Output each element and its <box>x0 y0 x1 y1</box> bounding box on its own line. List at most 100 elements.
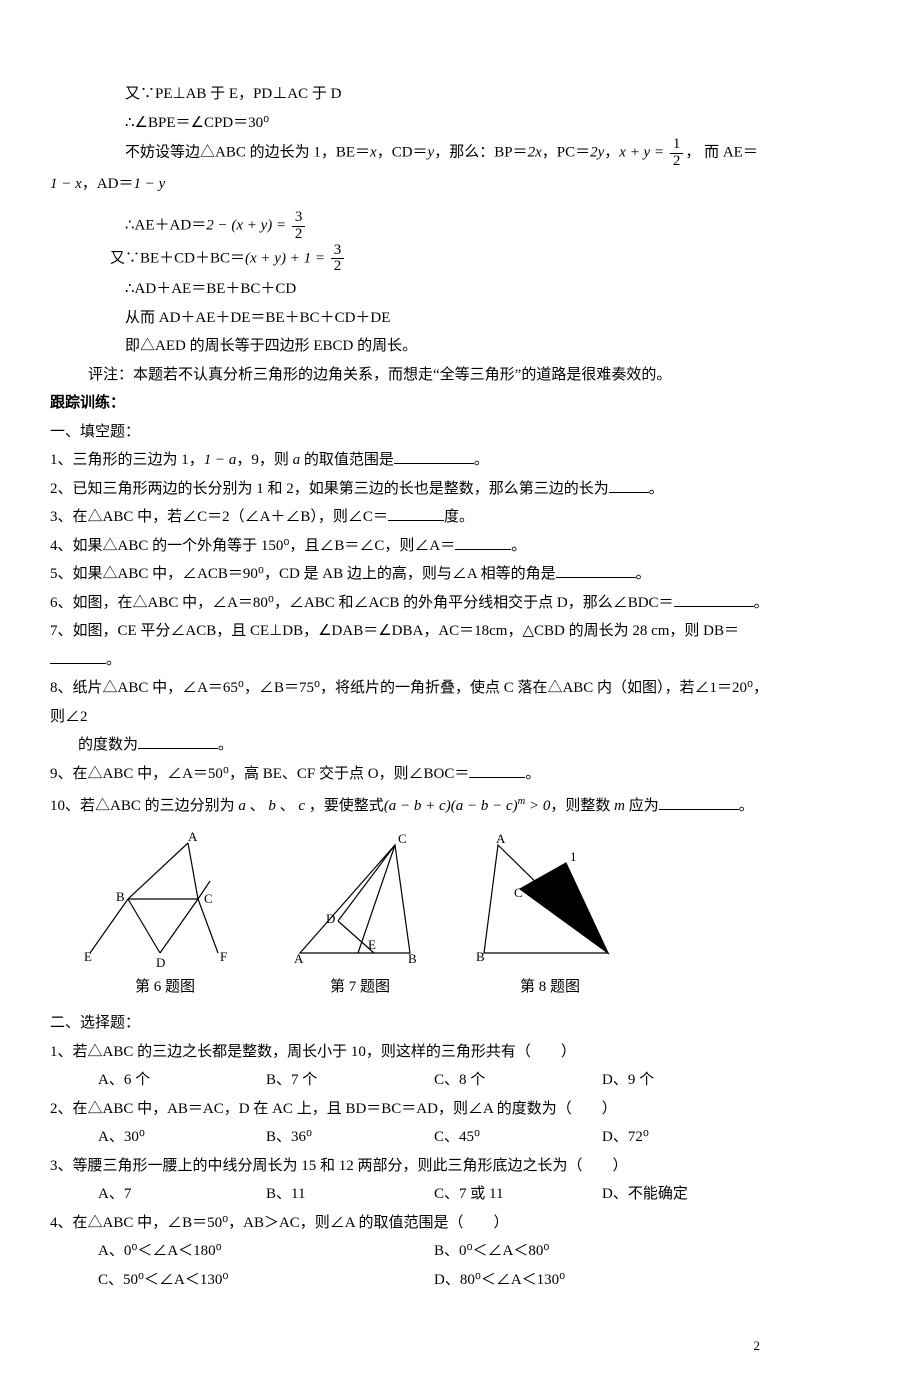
blank <box>394 448 474 464</box>
text: 8、纸片△ABC 中，∠A＝65⁰，∠B＝75⁰，将纸片的一角折叠，使点 C 落… <box>50 680 768 725</box>
math-expr: 2y <box>590 145 604 161</box>
math-expr: 2x <box>528 145 542 161</box>
text: ， <box>604 145 619 161</box>
svg-text:C: C <box>514 885 523 900</box>
question: 1、三角形的三边为 1，1 − a，9，则 a 的取值范围是。 <box>50 446 770 475</box>
proof-line: 1 − x，AD＝1 − y <box>50 170 770 199</box>
choice-d: D、9 个 <box>602 1066 770 1095</box>
question: 10、若△ABC 的三边分别为 a 、 b 、 c ，要使整式(a − b + … <box>50 792 770 821</box>
proof-line: 又∵PE⊥AB 于 E，PD⊥AC 于 D <box>50 80 770 109</box>
blank <box>469 762 525 778</box>
proof-line: 从而 AD＋AE＋DE＝BE＋BC＋CD＋DE <box>50 304 770 333</box>
question: 2、已知三角形两边的长分别为 1 和 2，如果第三边的长也是整数，那么第三边的长… <box>50 475 770 504</box>
svg-text:A: A <box>496 831 506 846</box>
text: 的取值范围是 <box>304 452 394 468</box>
blank <box>674 591 754 607</box>
proof-note: 评注：本题若不认真分析三角形的边角关系，而想走“全等三角形”的道路是很难奏效的。 <box>50 361 770 390</box>
text: 5、如果△ABC 中，∠ACB＝90⁰，CD 是 AB 边上的高，则与∠A 相等… <box>50 566 556 582</box>
svg-text:2: 2 <box>588 939 595 954</box>
text: 2、已知三角形两边的长分别为 1 和 2，如果第三边的长也是整数，那么第三边的长… <box>50 481 609 497</box>
svg-text:F: F <box>220 949 227 964</box>
choice-c: C、8 个 <box>434 1066 602 1095</box>
choice-a: A、30⁰ <box>98 1123 266 1152</box>
text: 。 <box>525 766 540 782</box>
choices: A、0⁰＜∠A＜180⁰ B、0⁰＜∠A＜80⁰ C、50⁰＜∠A＜130⁰ D… <box>50 1237 770 1294</box>
fraction: 12 <box>670 137 684 170</box>
text: 度。 <box>444 509 474 525</box>
text: ，AD＝ <box>82 176 134 192</box>
svg-text:1: 1 <box>570 849 577 864</box>
question: 4、如果△ABC 的一个外角等于 150⁰，且∠B＝∠C，则∠A＝。 <box>50 532 770 561</box>
text: 10、若△ABC 的三边分别为 <box>50 798 235 814</box>
question: 6、如图，在△ABC 中，∠A＝80⁰，∠ABC 和∠ACB 的外角平分线相交于… <box>50 589 770 618</box>
math-var: b <box>265 798 280 814</box>
choice-b: B、0⁰＜∠A＜80⁰ <box>434 1237 770 1266</box>
page-number: 2 <box>50 1334 770 1359</box>
math-expr: (a − b + c)(a − b − c)m > 0 <box>384 798 551 814</box>
blank <box>455 534 511 550</box>
math-var: a <box>289 452 304 468</box>
question: 7、如图，CE 平分∠ACB，且 CE⊥DB，∠DAB＝∠DBA，AC＝18cm… <box>50 617 770 674</box>
figure-7: A B C D E 第 7 题图 <box>280 831 440 1002</box>
fraction: 32 <box>331 243 345 276</box>
question: 5、如果△ABC 中，∠ACB＝90⁰，CD 是 AB 边上的高，则与∠A 相等… <box>50 560 770 589</box>
text: ， 而 AE＝ <box>685 145 758 161</box>
question: 9、在△ABC 中，∠A＝50⁰，高 BE、CF 交于点 O，则∠BOC＝ 。 <box>50 760 770 789</box>
text: 。 <box>754 595 769 611</box>
question: 4、在△ABC 中，∠B＝50⁰，AB＞AC，则∠A 的取值范围是（ ） <box>50 1209 770 1238</box>
subsection-title: 一、填空题： <box>50 418 770 447</box>
svg-text:B: B <box>476 949 485 964</box>
choice-a: A、6 个 <box>98 1066 266 1095</box>
choice-d: D、72⁰ <box>602 1123 770 1152</box>
text: ，CD＝ <box>377 145 428 161</box>
text: 又∵BE＋CD＋BC＝ <box>110 250 245 266</box>
text: ，要使整式 <box>309 798 384 814</box>
text: 9、在△ABC 中，∠A＝50⁰，高 BE、CF 交于点 O，则∠BOC＝ <box>50 766 469 782</box>
proof-line: 不妨设等边△ABC 的边长为 1，BE＝x，CD＝y，那么：BP＝2x，PC＝2… <box>50 137 770 170</box>
figure-label: 第 6 题图 <box>80 973 250 1002</box>
text: 、 <box>250 798 265 814</box>
math-expr: (x + y) + 1 = <box>245 250 329 266</box>
figure-label: 第 8 题图 <box>470 973 630 1002</box>
blank <box>556 562 636 578</box>
svg-text:E: E <box>368 937 376 952</box>
text: ∴AE＋AD＝ <box>125 218 206 234</box>
question: 8、纸片△ABC 中，∠A＝65⁰，∠B＝75⁰，将纸片的一角折叠，使点 C 落… <box>50 674 770 731</box>
question: 3、等腰三角形一腰上的中线分周长为 15 和 12 两部分，则此三角形底边之长为… <box>50 1152 770 1181</box>
proof-line: ∴∠BPE＝∠CPD＝30⁰ <box>50 109 770 138</box>
choices: A、30⁰ B、36⁰ C、45⁰ D、72⁰ <box>50 1123 770 1152</box>
svg-text:E: E <box>84 949 92 964</box>
choices: A、6 个 B、7 个 C、8 个 D、9 个 <box>50 1066 770 1095</box>
question-cont: 的度数为 。 <box>50 731 770 760</box>
math-var: c <box>295 798 309 814</box>
text: 3、在△ABC 中，若∠C＝2（∠A＋∠B），则∠C＝ <box>50 509 388 525</box>
svg-text:A: A <box>294 951 304 966</box>
text: 。 <box>218 737 233 753</box>
choice-d: D、80⁰＜∠A＜130⁰ <box>434 1266 770 1295</box>
text: 、 <box>280 798 295 814</box>
fraction: 32 <box>292 210 306 243</box>
text: 的度数为 <box>78 737 138 753</box>
math-expr: 2 − (x + y) = <box>206 218 290 234</box>
text: 4、如果△ABC 的一个外角等于 150⁰，且∠B＝∠C，则∠A＝ <box>50 538 455 554</box>
figure-6: A B C D E F 第 6 题图 <box>80 831 250 1002</box>
figure-8: A B C 1 2 第 8 题图 <box>470 831 630 1002</box>
choice-d: D、不能确定 <box>602 1180 770 1209</box>
svg-text:B: B <box>116 889 125 904</box>
math-var: m <box>610 798 628 814</box>
math-var: a <box>235 798 250 814</box>
blank <box>138 733 218 749</box>
svg-text:C: C <box>398 831 407 846</box>
proof-line: ∴AE＋AD＝2 − (x + y) = 32 <box>50 210 770 243</box>
svg-text:D: D <box>326 911 335 926</box>
text: 7、如图，CE 平分∠ACB，且 CE⊥DB，∠DAB＝∠DBA，AC＝18cm… <box>50 623 739 639</box>
question: 1、若△ABC 的三边之长都是整数，周长小于 10，则这样的三角形共有（ ） <box>50 1038 770 1067</box>
choice-a: A、0⁰＜∠A＜180⁰ <box>98 1237 434 1266</box>
text: 应为 <box>629 798 659 814</box>
math-expr: 1 − y <box>133 176 165 192</box>
choice-b: B、36⁰ <box>266 1123 434 1152</box>
blank <box>609 477 649 493</box>
text: 不妨设等边△ABC 的边长为 1，BE＝ <box>125 145 370 161</box>
choices: A、7 B、11 C、7 或 11 D、不能确定 <box>50 1180 770 1209</box>
math-var: x <box>370 145 377 161</box>
